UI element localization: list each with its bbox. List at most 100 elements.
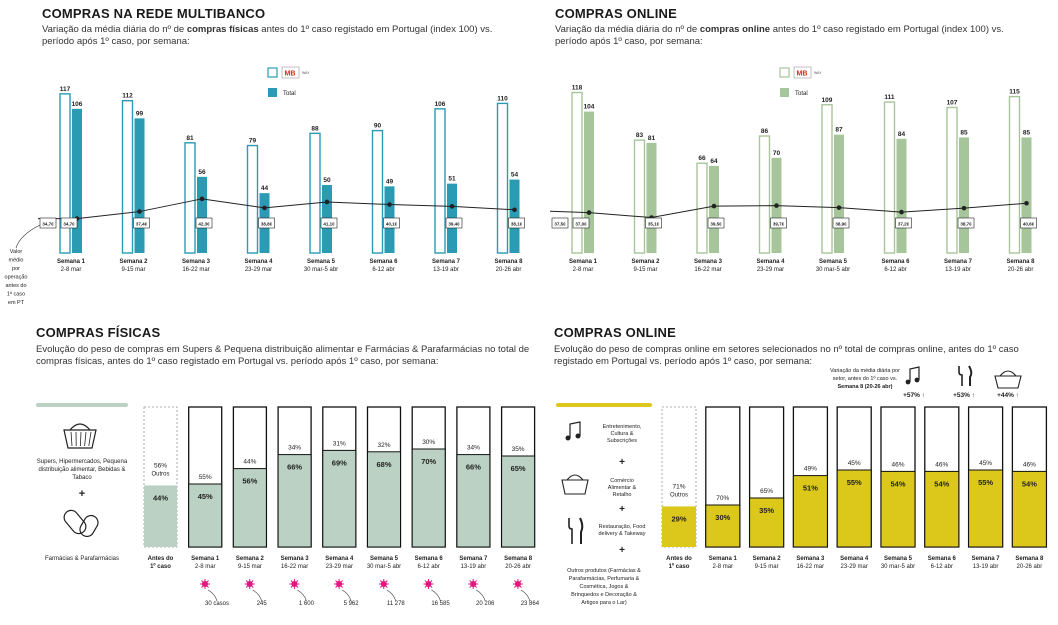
- fork: [958, 366, 963, 386]
- tr-bar-mbway: [1008, 95, 1021, 254]
- tr-xtick: Semana 4: [756, 259, 785, 265]
- bl-case-count: 1 600: [299, 601, 315, 607]
- tl-xtick: Semana 7: [432, 259, 461, 265]
- br-xdate: 6-12 abr: [931, 564, 953, 570]
- tl-label-mbway: 110: [497, 95, 508, 102]
- br-label-share: 35%: [759, 506, 774, 515]
- tl-side-note: operação: [5, 275, 28, 281]
- bl-label-rest: 34%: [467, 445, 480, 452]
- tl-avg-dot: [387, 202, 392, 207]
- bl-virus-core: [380, 581, 387, 587]
- tr-avg-dot: [586, 210, 592, 215]
- br-subtitle: Evolução do peso de compras online em se…: [554, 344, 1019, 367]
- tl-xdate: 30 mar-5 abr: [304, 267, 338, 273]
- br-label-share: 51%: [803, 484, 818, 493]
- bl-case-count: 5 962: [344, 601, 360, 607]
- fork: [568, 518, 573, 544]
- tr-avg-box: [832, 217, 850, 229]
- br-cat-line: Artigos para o Lar): [581, 600, 627, 606]
- tr-avg-box: [1020, 217, 1037, 229]
- br-plus: +: [619, 504, 625, 515]
- cutlery-icon: [958, 365, 973, 386]
- bl-case-arrow: [207, 589, 218, 602]
- tr-bar-total: [834, 134, 844, 253]
- bl-virus-core: [336, 581, 343, 587]
- tr-avg-box: [645, 217, 662, 229]
- note-stem: [569, 421, 581, 438]
- br-xdate: 30 mar-5 abr: [881, 564, 915, 570]
- br-xdate: 23-29 mar: [841, 564, 868, 570]
- bl-xdate: 2-8 mar: [195, 564, 216, 570]
- bl-subtitle: Evolução do peso de compras em Supers & …: [36, 344, 530, 367]
- br-cat-line: Restauração, Food: [599, 524, 646, 530]
- tr-xtick: Semana 6: [881, 259, 910, 265]
- tl-side-note: por: [12, 266, 20, 272]
- tl-avg-box: [60, 217, 78, 229]
- tl-xdate: 2-8 mar: [61, 267, 82, 273]
- tr-bar-mbway: [571, 91, 583, 254]
- bl-xdate: 13-19 abr: [461, 564, 487, 570]
- bl-xdate: 20-26 abr: [505, 564, 531, 570]
- bl-label-share: 56%: [242, 477, 257, 486]
- br-change: +53% ↑: [953, 392, 975, 399]
- br-bar-share: [662, 506, 696, 547]
- tl-subtitle: Variação da média diária do nº de compra…: [42, 24, 493, 47]
- tr-xdate: 6-12 abr: [884, 267, 906, 273]
- br-label-share: 55%: [847, 478, 862, 487]
- tl-avg-value: 41,1€: [323, 222, 335, 227]
- basket-body: [561, 479, 589, 495]
- tl-bar-total: [197, 176, 207, 253]
- tl-xtick: Semana 5: [307, 259, 336, 265]
- tr-xtick: Semana 7: [944, 259, 973, 265]
- tr-avg-dot: [961, 205, 967, 211]
- bl-label-share: 70%: [421, 457, 436, 466]
- tr-label-mbway: 118: [572, 85, 583, 92]
- bl-case-arrow: [252, 589, 262, 602]
- tl-bar-mbway: [184, 142, 196, 254]
- br-bar-share: [1011, 470, 1047, 548]
- bl-virus-icon: [378, 579, 389, 589]
- br-label-share: 29%: [671, 514, 686, 523]
- bl-case-count: 11 278: [387, 601, 406, 607]
- tl-avg-dot: [512, 207, 517, 213]
- tr-label-total: 85: [960, 129, 968, 136]
- bl-xtick: Semana 5: [370, 556, 399, 562]
- bl-virus-core: [246, 581, 253, 587]
- tl-side-note-pointer: [15, 224, 41, 249]
- br-label-share: 55%: [978, 478, 993, 487]
- br-note-line: Variação da média diária por: [830, 368, 900, 374]
- br-change: +57% ↑: [903, 392, 925, 399]
- tl-avg-value: 34,7€: [42, 222, 54, 227]
- bl-bar-share: [501, 455, 536, 548]
- bl-xtick: Semana 1: [191, 556, 220, 562]
- basket-handle: [566, 474, 584, 481]
- br-cat-line: Alimentar &: [608, 485, 637, 491]
- tr-avg-value: 38,7€: [960, 222, 972, 227]
- tl-avg-dot: [324, 199, 330, 205]
- br-cat-line: Parafarmácias, Perfumaria &: [569, 576, 640, 582]
- tr-label-total: 84: [898, 131, 906, 138]
- tr-avg-value: 37,5€: [554, 222, 566, 227]
- br-xtick: Semana 5: [884, 556, 913, 562]
- bl-xdate: 9-15 mar: [238, 564, 262, 570]
- bl-cat2: Farmácias & Parafarmácias: [45, 556, 119, 562]
- bl-virus-icon: [244, 579, 255, 589]
- tl-avg-box: [508, 217, 525, 229]
- bl-case-count: 30 casos: [205, 601, 229, 607]
- br-plus: +: [619, 457, 625, 468]
- br-label-rest: 46%: [1023, 461, 1036, 468]
- tr-title: COMPRAS ONLINE: [555, 6, 677, 21]
- tr-label-mbway: 115: [1009, 89, 1020, 96]
- bl-case-arrow: [386, 589, 397, 602]
- tl-avg-box: [320, 217, 338, 229]
- bl-plus: +: [79, 488, 85, 500]
- tl-bar-mbway: [309, 132, 321, 254]
- tr-avg-box: [770, 217, 787, 229]
- tr-label-mbway: 111: [884, 94, 895, 101]
- tl-legend-total: Total: [283, 91, 296, 97]
- basket-body: [63, 429, 97, 449]
- br-xtick: Semana 3: [796, 556, 825, 562]
- tr-avg-box: [551, 217, 569, 229]
- tr-xtick: Semana 1: [569, 259, 598, 265]
- tl-label-mbway: 79: [249, 138, 257, 145]
